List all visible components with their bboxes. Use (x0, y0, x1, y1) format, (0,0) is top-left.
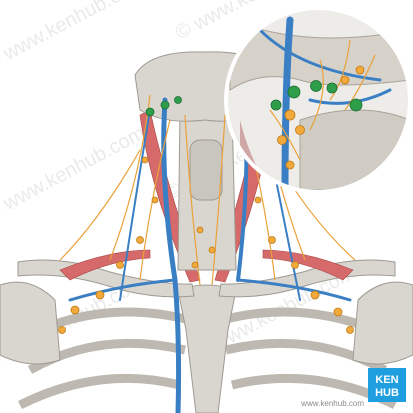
footer-url: www.kenhub.com (300, 399, 364, 408)
muscle (59, 249, 151, 281)
magnified-view (224, 6, 412, 194)
logo-box (368, 368, 406, 402)
scapula (352, 281, 413, 365)
muscle (262, 249, 354, 281)
lymph-nodes (58, 96, 354, 334)
larynx (189, 139, 223, 201)
watermark: © www.kenhub.com (0, 0, 149, 74)
logo-text: KEN (375, 374, 398, 386)
scapula (0, 281, 61, 365)
logo-text: HUB (375, 387, 399, 399)
